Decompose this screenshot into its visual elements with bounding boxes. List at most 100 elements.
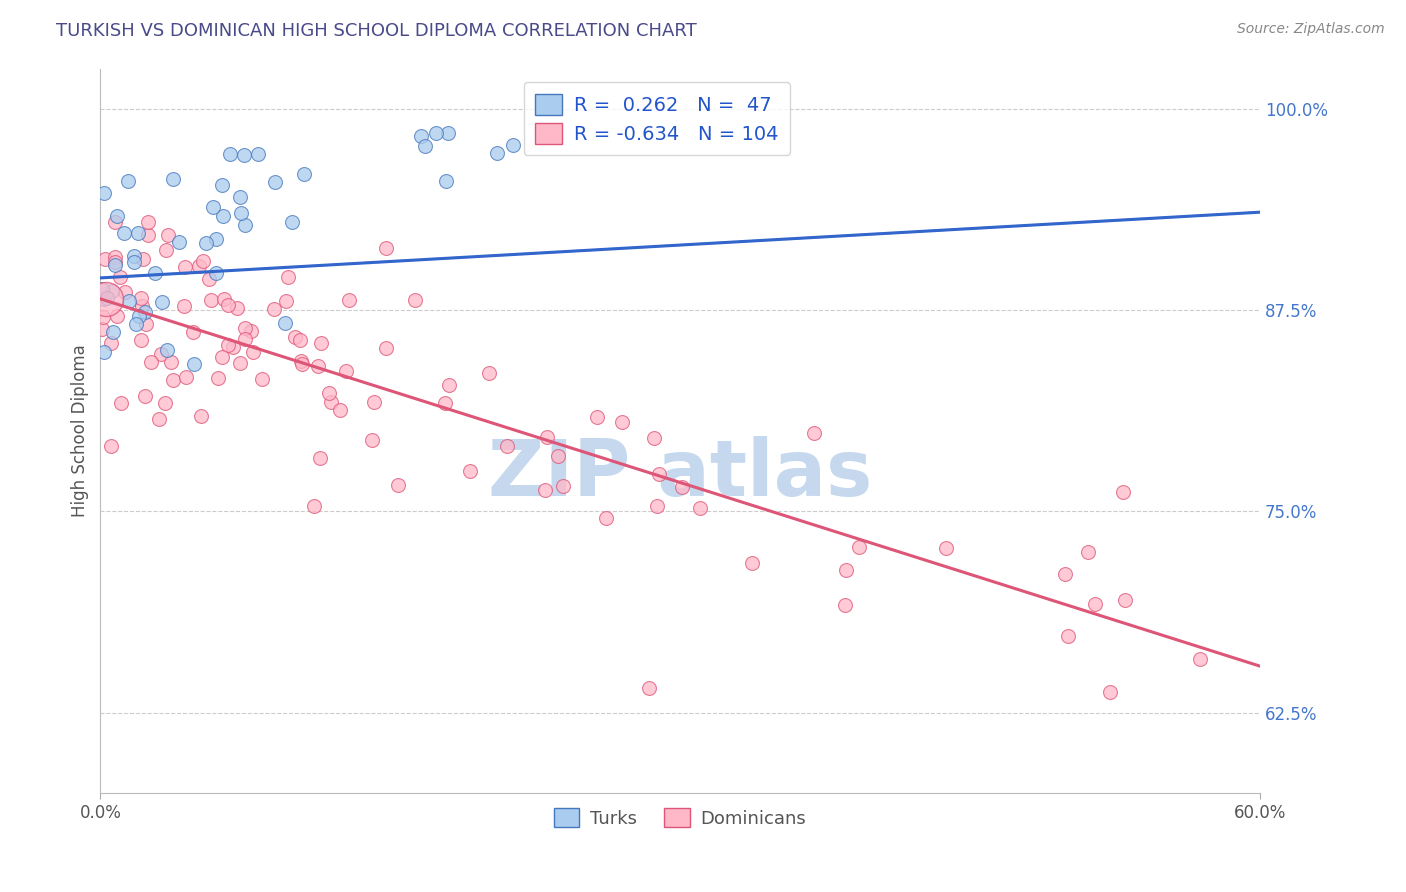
Point: [645, 499, 668, 513]
Point: [1111, 484, 1133, 499]
Point: [671, 480, 693, 494]
Point: [291, 357, 314, 371]
Point: [110, 396, 132, 410]
Point: [134, 389, 156, 403]
Point: [231, 206, 253, 220]
Point: [309, 450, 332, 465]
Point: [228, 190, 250, 204]
Point: [201, 200, 224, 214]
Point: [307, 359, 329, 373]
Point: [155, 243, 177, 257]
Point: [434, 173, 457, 187]
Point: [212, 209, 235, 223]
Point: [610, 415, 633, 429]
Point: [96, 292, 118, 306]
Point: [1189, 651, 1212, 665]
Point: [174, 369, 197, 384]
Point: [689, 501, 711, 516]
Point: [105, 210, 128, 224]
Point: [114, 285, 136, 300]
Point: [363, 394, 385, 409]
Point: [477, 366, 499, 380]
Point: [100, 439, 122, 453]
Point: [91, 322, 114, 336]
Point: [173, 260, 195, 275]
Point: [595, 510, 617, 524]
Point: [803, 426, 825, 441]
Point: [127, 226, 149, 240]
Point: [848, 541, 870, 555]
Point: [225, 301, 247, 315]
Point: [335, 364, 357, 378]
Point: [218, 146, 240, 161]
Point: [318, 385, 340, 400]
Point: [200, 293, 222, 307]
Point: [502, 137, 524, 152]
Point: [167, 235, 190, 249]
Point: [198, 272, 221, 286]
Point: [131, 299, 153, 313]
Point: [125, 317, 148, 331]
Point: [94, 292, 117, 306]
Point: [292, 167, 315, 181]
Point: [409, 129, 432, 144]
Point: [195, 236, 218, 251]
Point: [263, 175, 285, 189]
Point: [105, 309, 128, 323]
Point: [91, 282, 114, 296]
Point: [205, 266, 228, 280]
Point: [551, 478, 574, 492]
Point: [935, 541, 957, 555]
Point: [246, 146, 269, 161]
Point: [277, 269, 299, 284]
Point: [104, 258, 127, 272]
Point: [135, 317, 157, 331]
Point: [460, 464, 482, 478]
Point: [93, 186, 115, 201]
Point: [486, 145, 509, 160]
Point: [134, 305, 156, 319]
Point: [183, 357, 205, 371]
Point: [129, 333, 152, 347]
Text: TURKISH VS DOMINICAN HIGH SCHOOL DIPLOMA CORRELATION CHART: TURKISH VS DOMINICAN HIGH SCHOOL DIPLOMA…: [56, 22, 697, 40]
Point: [496, 439, 519, 453]
Point: [207, 371, 229, 385]
Point: [281, 215, 304, 229]
Point: [156, 228, 179, 243]
Point: [437, 378, 460, 392]
Point: [533, 483, 555, 497]
Point: [1084, 597, 1107, 611]
Point: [1053, 567, 1076, 582]
Point: [205, 231, 228, 245]
Point: [100, 336, 122, 351]
Point: [93, 292, 115, 306]
Point: [108, 269, 131, 284]
Point: [173, 299, 195, 313]
Point: [143, 266, 166, 280]
Point: [187, 259, 209, 273]
Point: [229, 356, 252, 370]
Point: [834, 598, 856, 612]
Point: [643, 431, 665, 445]
Point: [586, 410, 609, 425]
Point: [148, 412, 170, 426]
Point: [101, 325, 124, 339]
Point: [288, 333, 311, 347]
Point: [183, 326, 205, 340]
Point: [374, 342, 396, 356]
Point: [274, 316, 297, 330]
Point: [1098, 684, 1121, 698]
Point: [425, 126, 447, 140]
Point: [290, 354, 312, 368]
Point: [104, 255, 127, 269]
Text: ZIP atlas: ZIP atlas: [488, 436, 872, 512]
Point: [436, 126, 458, 140]
Point: [647, 467, 669, 481]
Point: [132, 252, 155, 266]
Y-axis label: High School Diploma: High School Diploma: [72, 344, 89, 517]
Point: [309, 336, 332, 351]
Point: [233, 218, 256, 232]
Point: [233, 333, 256, 347]
Point: [91, 310, 114, 324]
Point: [212, 292, 235, 306]
